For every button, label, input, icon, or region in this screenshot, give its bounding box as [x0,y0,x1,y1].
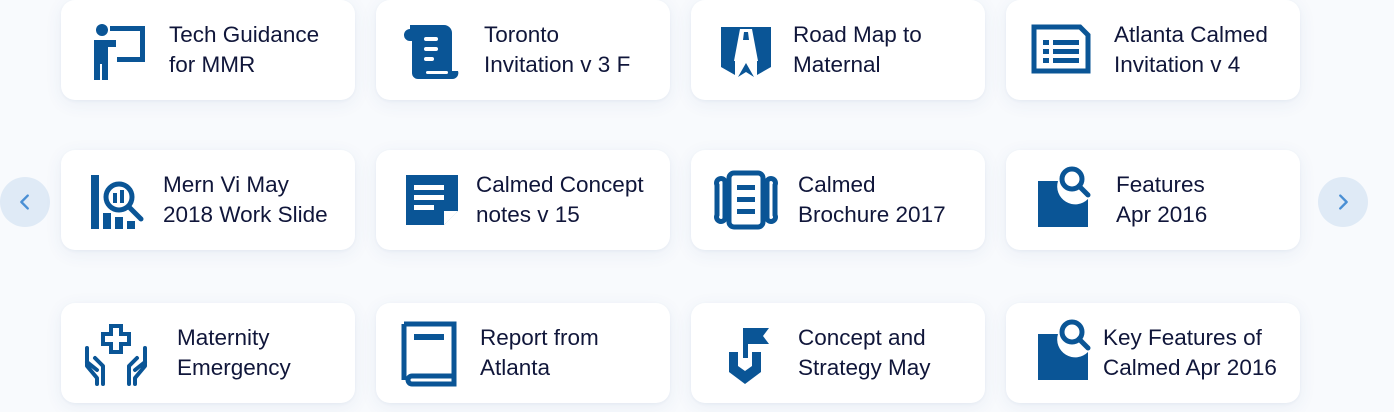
card-label: Maternity Emergency [177,325,291,380]
card-label: Calmed Brochure 2017 [798,172,946,227]
card-label: Report from Atlanta [480,325,599,380]
book-icon [396,318,466,388]
note-icon [396,165,466,235]
card-label: Atlanta Calmed Invitation v 4 [1114,22,1268,77]
card-report-atlanta[interactable]: Report from Atlanta [376,303,670,403]
card-label: Key Features of Calmed Apr 2016 [1103,325,1277,380]
flag-icon [711,318,781,388]
card-atlanta-invitation[interactable]: Atlanta Calmed Invitation v 4 [1006,0,1300,100]
road-map-icon [711,15,781,85]
card-toronto-invitation[interactable]: Toronto Invitation v 3 F [376,0,670,100]
card-label: Road Map to Maternal [793,22,922,77]
card-features-apr-2016[interactable]: Features Apr 2016 [1006,150,1300,250]
card-concept-strategy[interactable]: Concept and Strategy May [691,303,985,403]
document-search-icon [1026,318,1096,388]
card-road-map[interactable]: Road Map to Maternal [691,0,985,100]
card-calmed-concept-notes[interactable]: Calmed Concept notes v 15 [376,150,670,250]
card-key-features[interactable]: Key Features of Calmed Apr 2016 [1006,303,1300,403]
card-label: Calmed Concept notes v 15 [476,172,644,227]
card-label: Concept and Strategy May [798,325,931,380]
card-maternity-emergency[interactable]: Maternity Emergency [61,303,355,403]
card-mern-vi[interactable]: Mern Vi May 2018 Work Slide [61,150,355,250]
scroll-icon [396,15,466,85]
card-label: Tech Guidance for MMR [169,22,320,77]
carousel-prev-button[interactable] [0,177,50,227]
brochure-icon [711,165,781,235]
card-calmed-brochure[interactable]: Calmed Brochure 2017 [691,150,985,250]
analytics-search-icon [81,165,151,235]
card-label: Features Apr 2016 [1116,172,1208,227]
card-label: Toronto Invitation v 3 F [484,22,631,77]
document-search-icon [1026,165,1096,235]
presenter-board-icon [81,15,151,85]
document-list-icon [1026,15,1096,85]
medical-hands-icon [81,318,151,388]
carousel-next-button[interactable] [1318,177,1368,227]
chevron-right-icon [1339,194,1348,210]
card-tech-guidance[interactable]: Tech Guidance for MMR [61,0,355,100]
card-label: Mern Vi May 2018 Work Slide [163,172,328,227]
chevron-left-icon [20,194,29,210]
